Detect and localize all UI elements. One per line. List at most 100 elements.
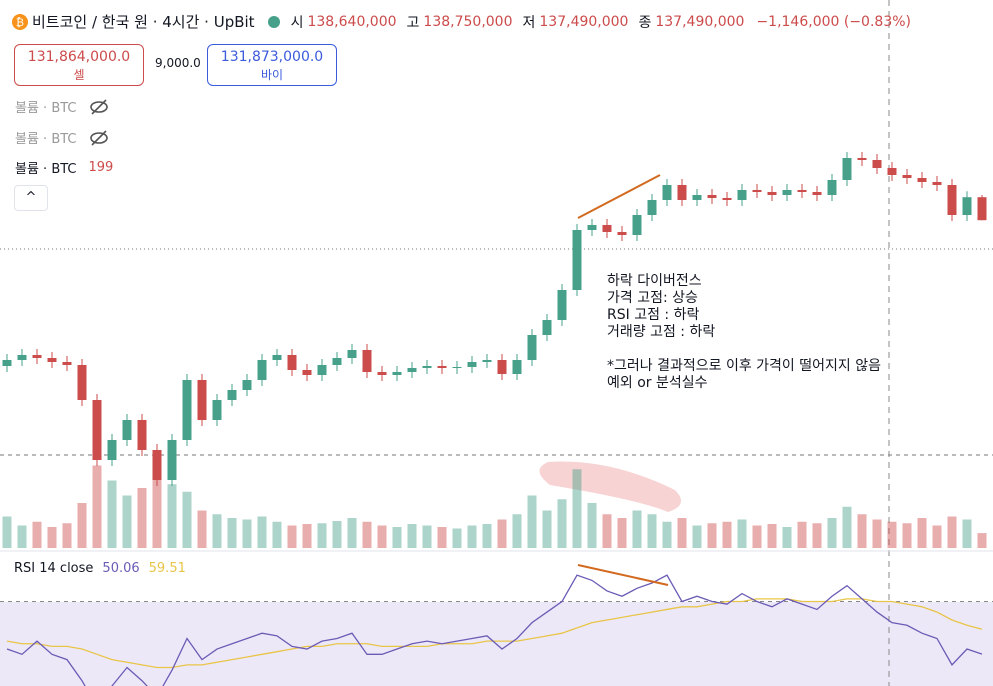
volume-bar	[647, 514, 657, 548]
candle-body	[392, 372, 402, 375]
candle-body	[332, 358, 342, 365]
volume-bar	[782, 527, 792, 548]
candle-body	[737, 190, 747, 200]
candle-body	[452, 367, 462, 368]
buy-price: 131,873,000.0	[220, 49, 324, 65]
candle-body	[947, 185, 957, 215]
annotation-line: 가격 고점: 상승	[607, 290, 698, 306]
volume-bar	[17, 525, 27, 548]
indicator-legend[interactable]: 볼륨 · BTC	[15, 97, 109, 116]
candle-body	[377, 372, 387, 375]
candle-body	[542, 320, 552, 335]
candle-body	[242, 380, 252, 390]
candle-body	[782, 190, 792, 195]
candle-body	[152, 450, 162, 480]
candle-body	[497, 360, 507, 374]
volume-bar	[572, 469, 582, 548]
legend-label: 볼륨 · BTC	[15, 162, 77, 177]
candle-body	[437, 366, 447, 368]
volume-bar	[182, 491, 192, 548]
candle-body	[272, 355, 282, 360]
volume-bar	[722, 521, 732, 548]
volume-bar	[797, 521, 807, 548]
candle-body	[32, 355, 42, 358]
rsi-legend: RSI 14 close 50.06 59.51	[14, 561, 186, 576]
volume-bar	[32, 521, 42, 548]
volume-bar	[167, 484, 177, 548]
candle-body	[527, 335, 537, 360]
volume-bar	[227, 518, 237, 548]
volume-bar	[632, 510, 642, 548]
candle-body	[512, 360, 522, 374]
trend-line	[577, 564, 669, 586]
volume-bar	[152, 476, 162, 548]
candle-body	[197, 380, 207, 420]
rsi-line	[6, 574, 983, 686]
volume-bar	[317, 523, 327, 548]
volume-bar	[542, 510, 552, 548]
annotation-line: RSI 고점 : 하락	[607, 307, 700, 323]
candle-body	[212, 400, 222, 420]
indicator-legend[interactable]: 볼륨 · BTC 199	[15, 158, 113, 177]
legend-label: 볼륨 · BTC	[15, 132, 77, 147]
volume-bar	[422, 525, 432, 548]
volume-bar	[482, 524, 492, 548]
volume-bar	[347, 518, 357, 548]
annotation-line: 하락 다이버전스	[607, 273, 702, 289]
volume-bar	[107, 480, 117, 548]
hidden-icon[interactable]	[89, 129, 109, 146]
volume-bar	[302, 524, 312, 548]
rsi-title: RSI 14 close	[14, 561, 94, 576]
ohlc-value: 137,490,000	[655, 13, 745, 30]
volume-value: 199	[88, 160, 114, 175]
volume-bar	[962, 519, 972, 548]
volume-bar	[827, 518, 837, 548]
volume-bar	[512, 514, 522, 548]
hidden-icon[interactable]	[89, 98, 109, 115]
volume-bar	[932, 525, 942, 548]
candle-body	[317, 365, 327, 375]
annotation-line: 거래량 고점 : 하락	[607, 324, 716, 340]
volume-bar	[212, 514, 222, 548]
volume-bar	[77, 503, 87, 548]
annotation-line: 예외 or 분석실수	[607, 375, 708, 391]
ohlc-value: 137,490,000	[539, 13, 629, 30]
candle-body	[677, 185, 687, 200]
volume-bar	[902, 523, 912, 548]
candle-body	[812, 192, 822, 195]
volume-bar	[47, 527, 57, 548]
candle-body	[872, 160, 882, 168]
candle-body	[422, 366, 432, 368]
candle-body	[932, 182, 942, 185]
candle-body	[257, 360, 267, 380]
sell-price: 131,864,000.0	[27, 49, 131, 65]
volume-bar	[857, 514, 867, 548]
candle-body	[842, 158, 852, 180]
trend-line	[577, 174, 661, 219]
ohlc-key: 저	[522, 14, 536, 31]
indicator-legend[interactable]: 볼륨 · BTC	[15, 128, 109, 147]
btc-icon: ₿	[12, 13, 28, 30]
volume-bar	[662, 521, 672, 548]
candle-body	[482, 360, 492, 362]
collapse-button[interactable]: ^	[14, 185, 48, 211]
buy-button[interactable]: 131,873,000.0 바이	[207, 44, 337, 86]
candle-body	[347, 350, 357, 358]
candle-body	[632, 215, 642, 235]
volume-bar	[137, 488, 147, 548]
legend-label: 볼륨 · BTC	[15, 101, 77, 116]
candle-body	[47, 358, 57, 362]
candle-body	[707, 195, 717, 198]
candle-body	[92, 400, 102, 460]
volume-bar	[527, 495, 537, 548]
header: ₿ 비트코인 / 한국 원 · 4시간 · UpBit 시 138,640,000…	[12, 11, 911, 32]
sell-button[interactable]: 131,864,000.0 셀	[14, 44, 144, 86]
candle-body	[692, 195, 702, 200]
candle-body	[962, 197, 972, 215]
volume-bar	[617, 518, 627, 548]
annotation: 하락 다이버전스 가격 고점: 상승 RSI 고점 : 하락 거래량 고점 : …	[607, 273, 881, 392]
volume-bar	[332, 521, 342, 548]
